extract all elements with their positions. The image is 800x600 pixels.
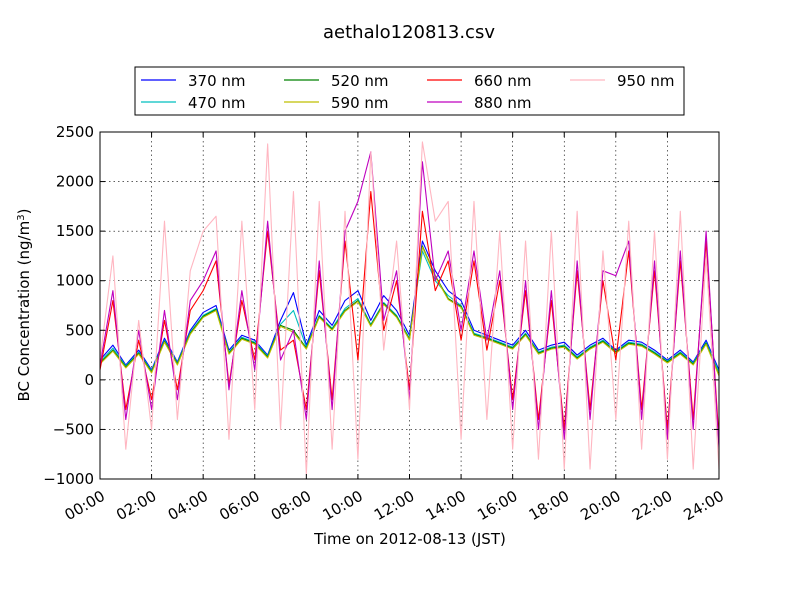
series-line-590-nm [99, 246, 720, 377]
y-axis-label-end: ) [15, 209, 33, 215]
legend: 370 nm 470 nm 520 nm 590 nm 660 nm 880 nm 950 … [134, 66, 685, 116]
x-tick-label: 12:00 [371, 487, 417, 524]
x-tick-label: 04:00 [165, 487, 211, 524]
legend-label: 660 nm [474, 72, 532, 90]
x-tick-label: 18:00 [526, 487, 572, 524]
series-line-950-nm [99, 141, 720, 475]
x-tick-label: 02:00 [113, 487, 159, 524]
x-tick-label: 16:00 [474, 487, 520, 524]
series-lines [99, 141, 720, 475]
y-tick-label: 2500 [56, 123, 94, 141]
legend-box [134, 66, 685, 116]
y-tick-label: 2000 [56, 173, 94, 191]
legend-label: 950 nm [617, 72, 675, 90]
x-tick-label: 06:00 [216, 487, 262, 524]
x-tick-label: 24:00 [681, 487, 727, 524]
x-tick-label: 10:00 [319, 487, 365, 524]
x-tick-label: 14:00 [423, 487, 469, 524]
y-axis-label-main: BC Concentration (ng/m [15, 221, 33, 402]
x-axis-label: Time on 2012-08-13 (JST) [313, 530, 506, 548]
y-tick-label: 500 [65, 321, 94, 339]
y-tick-label: 0 [84, 371, 94, 389]
legend-label: 370 nm [188, 72, 246, 90]
x-tick-label: 20:00 [577, 487, 623, 524]
chart-title: aethalo120813.csv [323, 22, 495, 43]
y-tick-label: −500 [53, 420, 94, 438]
x-tick-label: 22:00 [629, 487, 675, 524]
legend-label: 520 nm [331, 72, 389, 90]
y-axis-label: BC Concentration (ng/m3) [15, 209, 33, 402]
y-tick-label: −1000 [43, 470, 94, 488]
y-axis-label-sup: 3 [16, 214, 27, 220]
x-tick-label: 00:00 [62, 487, 108, 524]
legend-label: 590 nm [331, 94, 389, 112]
legend-label: 470 nm [188, 94, 246, 112]
legend-label: 880 nm [474, 94, 532, 112]
y-tick-label: 1500 [56, 222, 94, 240]
y-tick-label: 1000 [56, 272, 94, 290]
x-tick-label: 08:00 [268, 487, 314, 524]
